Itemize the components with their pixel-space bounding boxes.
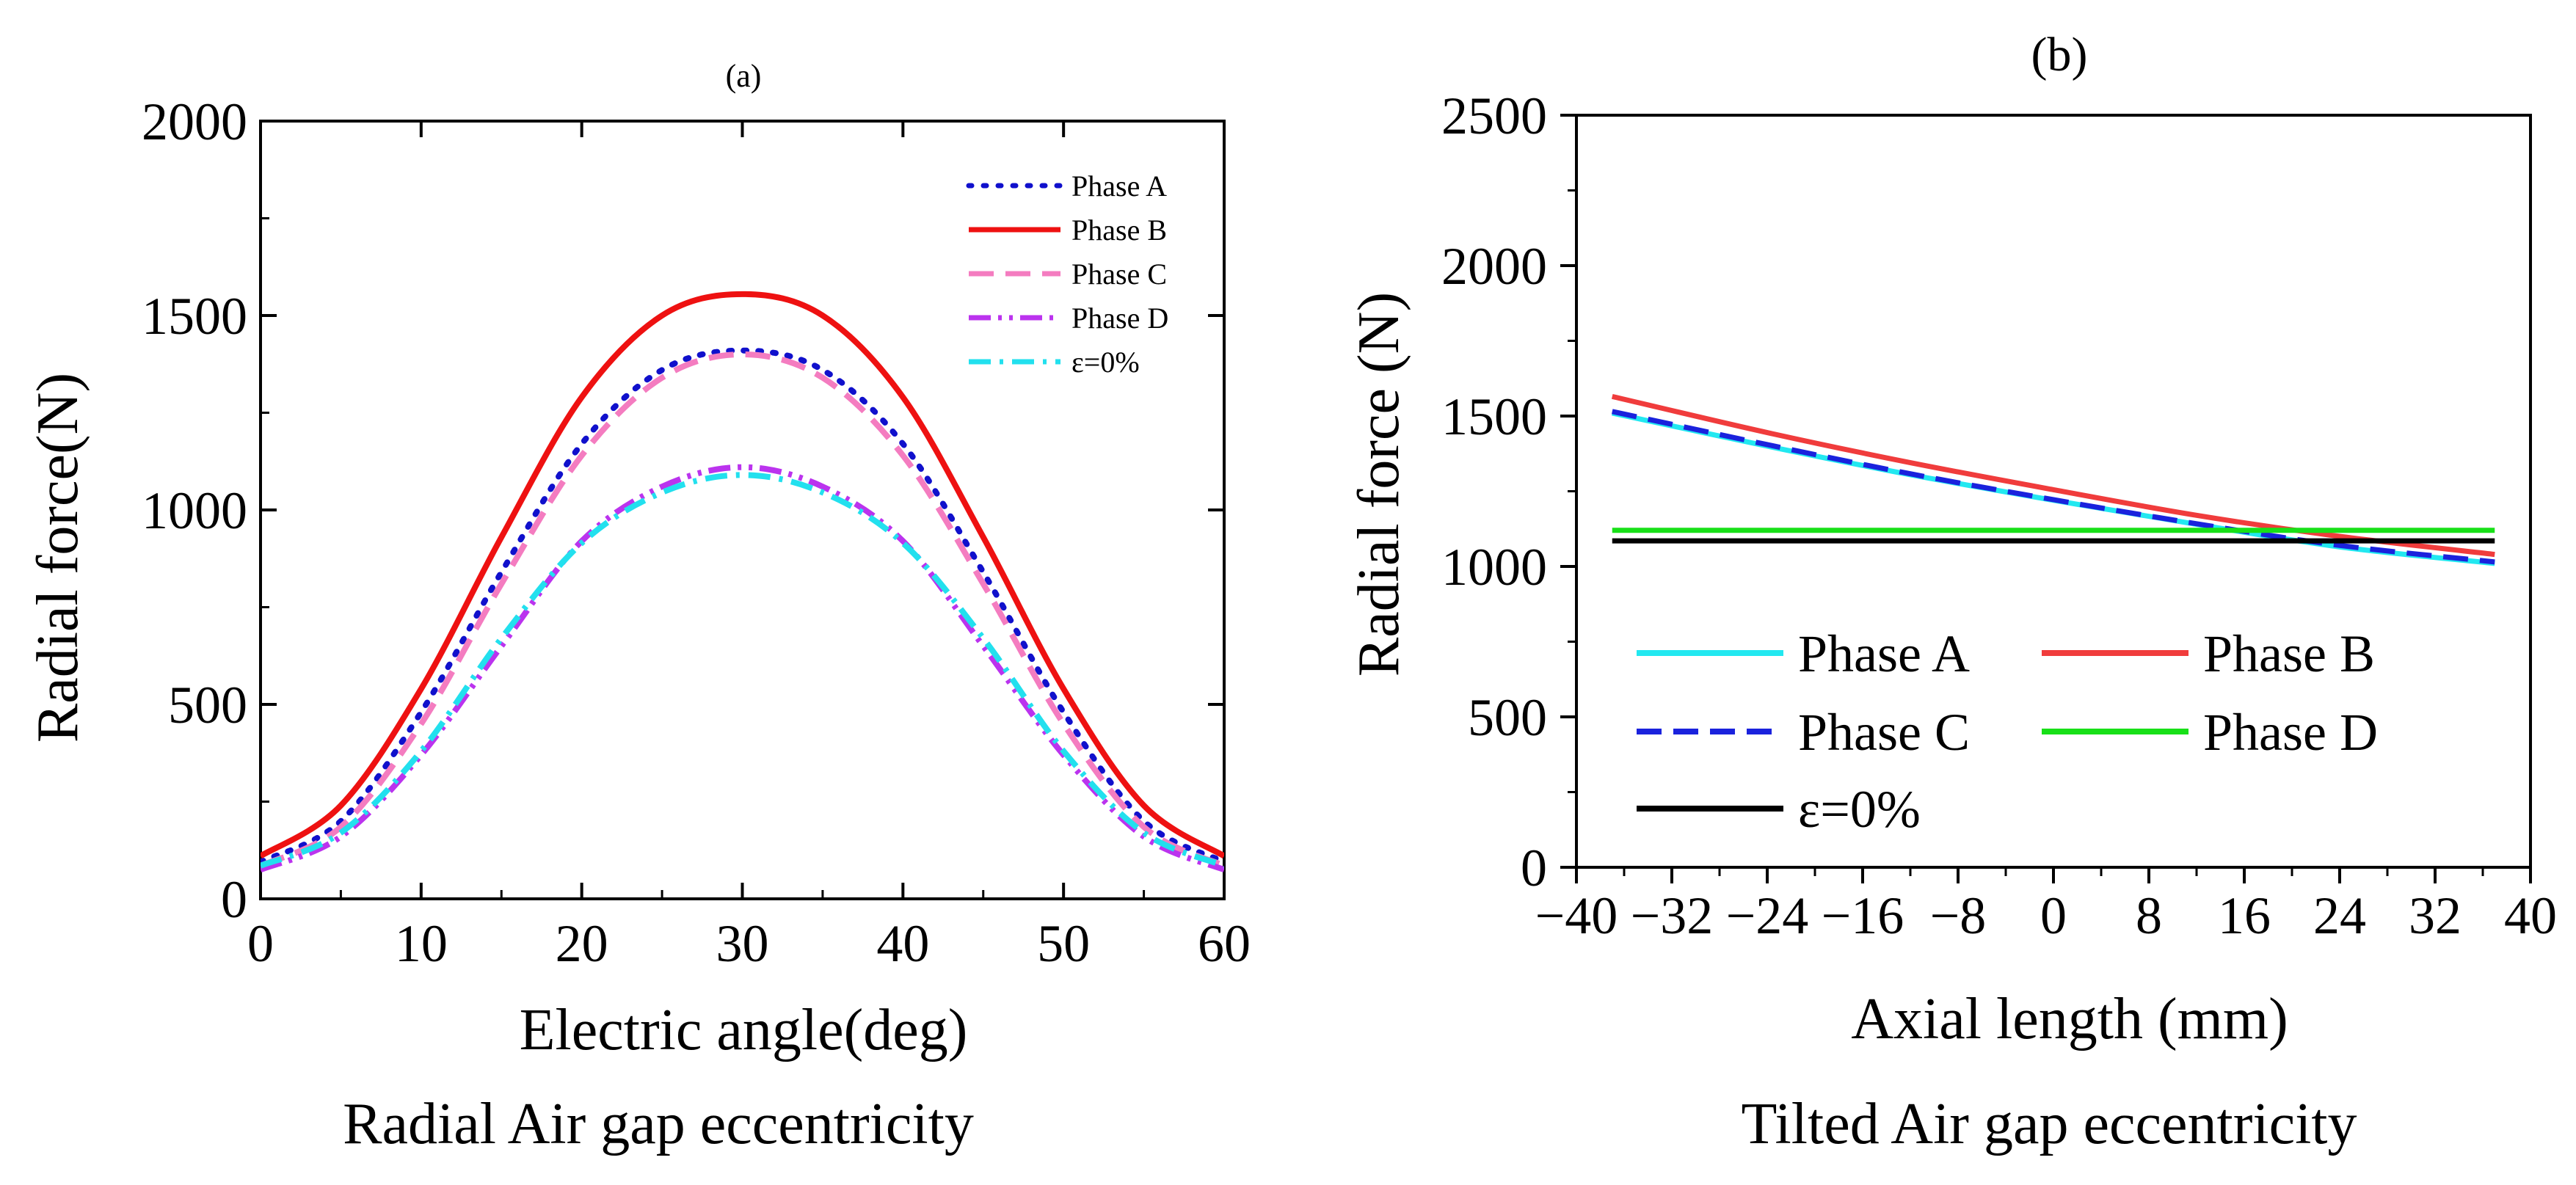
chart-a-ytick-label: 1000 (142, 481, 247, 540)
chart-b-xtick-label: −16 (1822, 886, 1904, 945)
chart-a-series-phase-b (261, 291, 1224, 859)
chart-b-series-phase-c (1612, 409, 2495, 565)
chart-a-series-phase-a (261, 347, 1224, 865)
panel-b: (b) −40 −32 −24 −16 −8 0 8 16 24 32 40 0 500 1000 1500… (1347, 28, 2557, 1156)
chart-a-ytick-label: 0 (221, 870, 247, 929)
chart-b-xtick-label: 0 (2040, 886, 2067, 945)
chart-a-xtick-label: 50 (1037, 914, 1090, 973)
legend-b-label: Phase D (2203, 703, 2378, 762)
chart-a-ytick-label: 2000 (142, 92, 247, 151)
chart-a-xlabel: Electric angle(deg) (520, 998, 968, 1062)
legend-a-label: ε=0% (1071, 346, 1140, 379)
chart-b-caption: Tilted Air gap eccentricity (1741, 1092, 2357, 1156)
chart-b-xtick-label: −24 (1726, 886, 1809, 945)
legend-a-label: Phase A (1071, 169, 1167, 203)
chart-a-xtick-label: 40 (876, 914, 929, 973)
chart-b-series-phase-b (1611, 393, 2495, 558)
chart-a-ytick-label: 1500 (142, 287, 247, 346)
chart-a-xtick-label: 0 (247, 914, 274, 973)
chart-b-xtick-label: 40 (2504, 886, 2557, 945)
panel-a: (a) 0 10 20 30 40 50 60 0 500 1000 1500 2000 Electr… (26, 58, 1251, 1156)
chart-b-xtick-label: −8 (1930, 886, 1987, 945)
chart-b-xtick-label: 16 (2218, 886, 2271, 945)
chart-a-xtick-label: 30 (716, 914, 769, 973)
chart-b-xlabel: Axial length (mm) (1851, 987, 2288, 1051)
chart-b-xtick-label: 24 (2313, 886, 2366, 945)
legend-b-label: Phase B (2203, 624, 2375, 683)
chart-a-caption: Radial Air gap eccentricity (343, 1092, 974, 1156)
chart-b-xtick-label: −32 (1631, 886, 1714, 945)
chart-a-series-phase-c (261, 351, 1224, 869)
legend-a-label: Phase B (1071, 214, 1167, 247)
chart-b-legend: Phase A Phase B Phase C Phase D ε=0% (1637, 624, 2378, 839)
chart-a-series--0 (261, 472, 1224, 869)
chart-b-ytick-label: 0 (1521, 839, 1547, 897)
legend-b-label: Phase A (1798, 624, 1970, 683)
chart-b-ylabel: Radial force (N) (1347, 292, 1411, 677)
chart-b-ytick-label: 2000 (1441, 237, 1547, 296)
chart-b-xtick-label: −40 (1535, 886, 1618, 945)
plot-a-area: 0 10 20 30 40 50 60 0 500 1000 1500 2000 (142, 92, 1251, 973)
chart-a-ylabel: Radial force(N) (26, 373, 90, 743)
chart-b-ytick-label: 1500 (1441, 387, 1547, 446)
chart-b-xtick-label: 8 (2136, 886, 2162, 945)
panel-a-label: (a) (726, 58, 762, 94)
chart-a-xtick-label: 60 (1198, 914, 1251, 973)
chart-a-legend: Phase A Phase B Phase C Phase D ε=0% (966, 169, 1168, 379)
chart-b-ytick-label: 2500 (1441, 87, 1547, 145)
legend-a-label: Phase C (1071, 258, 1167, 291)
legend-b-label: ε=0% (1798, 780, 1921, 839)
panel-b-label: (b) (2031, 28, 2088, 81)
chart-b-ytick-label: 500 (1468, 688, 1547, 747)
chart-a-xtick-label: 20 (556, 914, 608, 973)
chart-a-series-phase-d (261, 464, 1224, 872)
chart-b-xtick-label: 32 (2409, 886, 2462, 945)
chart-b-ytick-label: 1000 (1441, 538, 1547, 597)
chart-a-xtick-label: 10 (395, 914, 448, 973)
plot-b-area: −40 −32 −24 −16 −8 0 8 16 24 32 40 0 500 1000 1500 2000… (1441, 87, 2557, 945)
legend-a-label: Phase D (1071, 302, 1168, 335)
chart-a-ytick-label: 500 (168, 676, 247, 734)
legend-b-label: Phase C (1798, 703, 1970, 762)
